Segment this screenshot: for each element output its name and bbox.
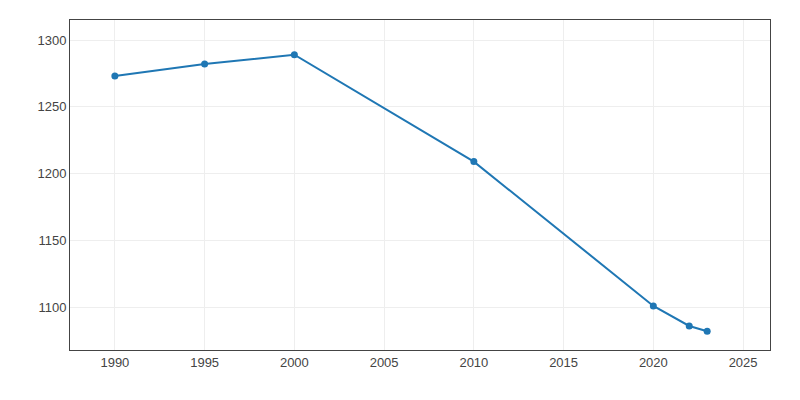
svg-text:1100: 1100 [38,300,66,315]
svg-text:2010: 2010 [459,355,488,370]
svg-text:1300: 1300 [37,33,66,48]
svg-text:2005: 2005 [370,355,399,370]
svg-text:1150: 1150 [38,233,66,248]
svg-text:1995: 1995 [190,355,219,370]
svg-text:1990: 1990 [100,355,129,370]
svg-text:1200: 1200 [37,166,66,181]
svg-text:1250: 1250 [37,99,66,114]
svg-text:2020: 2020 [639,355,668,370]
svg-text:2015: 2015 [549,355,578,370]
svg-text:2025: 2025 [729,355,758,370]
svg-text:2000: 2000 [280,355,309,370]
